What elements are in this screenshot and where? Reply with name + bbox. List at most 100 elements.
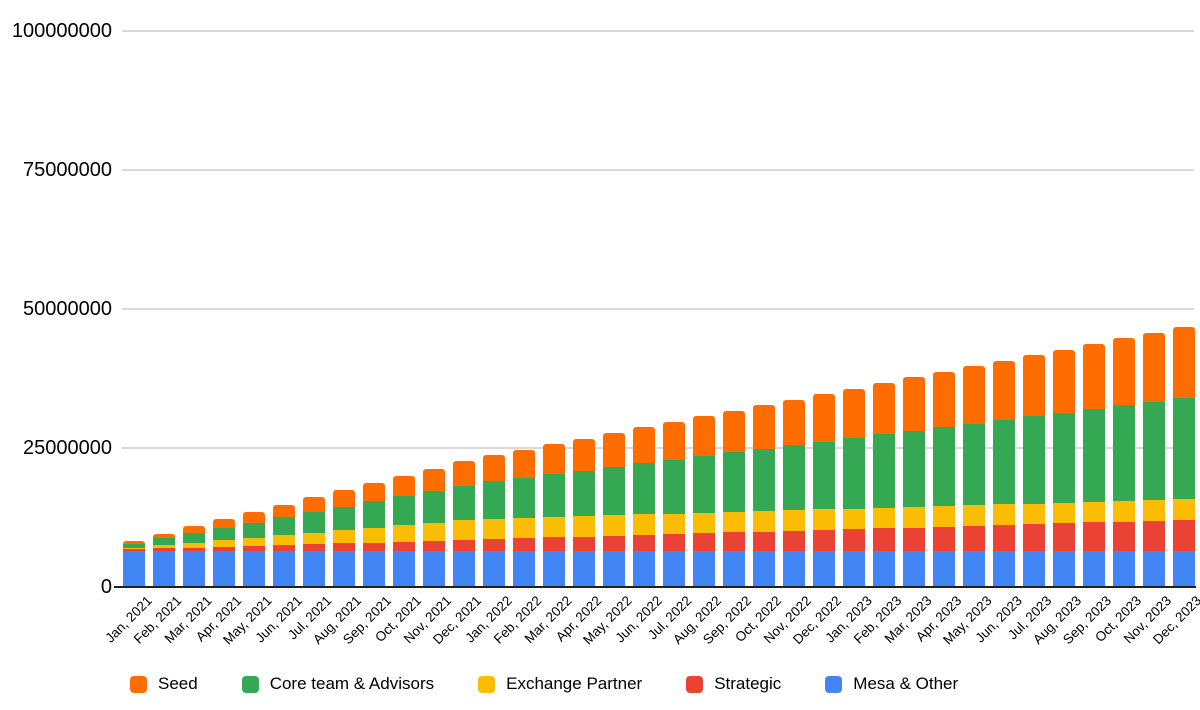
bar-segment-core-team-advisors-jul-2022[interactable] xyxy=(663,459,685,514)
bar-segment-core-team-advisors-jun-2022[interactable] xyxy=(633,463,655,515)
bar-segment-core-team-advisors-may-2023[interactable] xyxy=(963,423,985,506)
bar-segment-seed-feb-2022[interactable] xyxy=(513,449,535,478)
bar-segment-strategic-dec-2022[interactable] xyxy=(813,530,835,551)
bar-segment-mesa-other-oct-2023[interactable] xyxy=(1113,550,1135,587)
bar-segment-exchange-partner-sep-2021[interactable] xyxy=(363,527,385,543)
bar-segment-exchange-partner-nov-2021[interactable] xyxy=(423,522,445,541)
bar-segment-exchange-partner-feb-2021[interactable] xyxy=(153,545,175,549)
bar-segment-strategic-dec-2021[interactable] xyxy=(453,540,475,551)
bar-segment-exchange-partner-oct-2022[interactable] xyxy=(753,511,775,532)
bar-segment-seed-jan-2022[interactable] xyxy=(483,455,505,482)
bar-segment-seed-aug-2022[interactable] xyxy=(693,416,715,457)
bar-segment-core-team-advisors-dec-2022[interactable] xyxy=(813,441,835,510)
bar-segment-core-team-advisors-jan-2021[interactable] xyxy=(123,543,145,548)
bar-segment-seed-dec-2021[interactable] xyxy=(453,461,475,486)
bar-segment-seed-feb-2023[interactable] xyxy=(873,382,895,435)
bar-segment-mesa-other-jan-2022[interactable] xyxy=(483,550,505,587)
bar-segment-seed-jul-2023[interactable] xyxy=(1023,355,1045,417)
bar-segment-strategic-mar-2023[interactable] xyxy=(903,527,925,551)
bar-segment-strategic-may-2021[interactable] xyxy=(243,545,265,551)
bar-feb-2022[interactable] xyxy=(513,449,535,587)
bar-nov-2021[interactable] xyxy=(423,468,445,587)
bar-segment-exchange-partner-apr-2023[interactable] xyxy=(933,506,955,527)
bar-segment-strategic-nov-2022[interactable] xyxy=(783,530,805,551)
bar-sep-2023[interactable] xyxy=(1083,344,1105,587)
bar-segment-core-team-advisors-nov-2021[interactable] xyxy=(423,490,445,523)
bar-segment-core-team-advisors-nov-2023[interactable] xyxy=(1143,401,1165,501)
bar-segment-strategic-jan-2021[interactable] xyxy=(123,549,145,551)
bar-segment-strategic-apr-2021[interactable] xyxy=(213,546,235,551)
bar-segment-core-team-advisors-dec-2021[interactable] xyxy=(453,485,475,520)
bar-sep-2022[interactable] xyxy=(723,410,745,587)
bar-sep-2021[interactable] xyxy=(363,483,385,587)
bar-segment-mesa-other-jul-2023[interactable] xyxy=(1023,550,1045,587)
bar-segment-seed-sep-2023[interactable] xyxy=(1083,344,1105,410)
bar-segment-mesa-other-oct-2021[interactable] xyxy=(393,550,415,587)
bar-segment-seed-jun-2023[interactable] xyxy=(993,360,1015,420)
bar-segment-mesa-other-dec-2022[interactable] xyxy=(813,550,835,587)
bar-dec-2021[interactable] xyxy=(453,461,475,587)
bar-segment-strategic-aug-2022[interactable] xyxy=(693,533,715,551)
bar-segment-mesa-other-jul-2022[interactable] xyxy=(663,550,685,587)
bar-segment-mesa-other-nov-2022[interactable] xyxy=(783,550,805,587)
bar-segment-exchange-partner-apr-2022[interactable] xyxy=(573,516,595,537)
bar-segment-exchange-partner-dec-2022[interactable] xyxy=(813,509,835,530)
bar-segment-core-team-advisors-feb-2022[interactable] xyxy=(513,477,535,518)
bar-segment-mesa-other-may-2023[interactable] xyxy=(963,550,985,587)
bar-segment-strategic-oct-2021[interactable] xyxy=(393,541,415,551)
bar-segment-core-team-advisors-jun-2021[interactable] xyxy=(273,517,295,535)
bar-segment-core-team-advisors-sep-2021[interactable] xyxy=(363,501,385,528)
bar-segment-strategic-apr-2023[interactable] xyxy=(933,526,955,551)
bar-segment-mesa-other-apr-2021[interactable] xyxy=(213,550,235,587)
bar-segment-core-team-advisors-apr-2023[interactable] xyxy=(933,427,955,507)
bar-segment-strategic-sep-2021[interactable] xyxy=(363,542,385,551)
bar-segment-seed-may-2022[interactable] xyxy=(603,433,625,467)
bar-may-2023[interactable] xyxy=(963,366,985,587)
bar-segment-seed-dec-2022[interactable] xyxy=(813,394,835,442)
bar-segment-core-team-advisors-oct-2022[interactable] xyxy=(753,448,775,512)
bar-segment-exchange-partner-dec-2021[interactable] xyxy=(453,520,475,541)
bar-segment-mesa-other-apr-2022[interactable] xyxy=(573,550,595,587)
bar-jan-2022[interactable] xyxy=(483,455,505,587)
bar-segment-strategic-jun-2021[interactable] xyxy=(273,545,295,551)
bar-segment-exchange-partner-jun-2023[interactable] xyxy=(993,504,1015,525)
bar-jun-2021[interactable] xyxy=(273,504,295,587)
bar-segment-core-team-advisors-jan-2022[interactable] xyxy=(483,481,505,519)
bar-segment-exchange-partner-aug-2021[interactable] xyxy=(333,530,355,544)
bar-segment-exchange-partner-aug-2023[interactable] xyxy=(1053,502,1075,524)
bar-nov-2023[interactable] xyxy=(1143,332,1165,587)
bar-segment-mesa-other-aug-2023[interactable] xyxy=(1053,550,1075,587)
bar-segment-exchange-partner-feb-2022[interactable] xyxy=(513,517,535,539)
bar-segment-seed-jul-2022[interactable] xyxy=(663,421,685,460)
bar-segment-seed-apr-2022[interactable] xyxy=(573,438,595,471)
bar-segment-exchange-partner-mar-2022[interactable] xyxy=(543,516,565,538)
bar-segment-strategic-may-2022[interactable] xyxy=(603,535,625,551)
bar-segment-mesa-other-may-2022[interactable] xyxy=(603,550,625,587)
bar-segment-mesa-other-mar-2022[interactable] xyxy=(543,550,565,587)
bar-segment-core-team-advisors-aug-2023[interactable] xyxy=(1053,412,1075,503)
bar-segment-exchange-partner-jul-2023[interactable] xyxy=(1023,503,1045,525)
bar-segment-exchange-partner-sep-2022[interactable] xyxy=(723,511,745,533)
bar-segment-strategic-jul-2021[interactable] xyxy=(303,544,325,551)
bar-segment-mesa-other-mar-2021[interactable] xyxy=(183,550,205,587)
bar-dec-2023[interactable] xyxy=(1173,327,1195,587)
bar-segment-strategic-mar-2022[interactable] xyxy=(543,537,565,551)
bar-segment-mesa-other-nov-2023[interactable] xyxy=(1143,550,1165,587)
bar-segment-core-team-advisors-oct-2023[interactable] xyxy=(1113,405,1135,502)
bar-segment-core-team-advisors-aug-2022[interactable] xyxy=(693,456,715,513)
bar-segment-core-team-advisors-nov-2022[interactable] xyxy=(783,445,805,511)
bar-segment-mesa-other-jun-2021[interactable] xyxy=(273,550,295,587)
bar-segment-mesa-other-sep-2021[interactable] xyxy=(363,550,385,587)
bar-may-2022[interactable] xyxy=(603,433,625,587)
bar-segment-seed-mar-2022[interactable] xyxy=(543,444,565,475)
bar-segment-seed-oct-2023[interactable] xyxy=(1113,338,1135,406)
bar-segment-exchange-partner-jan-2021[interactable] xyxy=(123,547,145,550)
bar-segment-mesa-other-aug-2022[interactable] xyxy=(693,550,715,587)
bar-segment-strategic-jan-2023[interactable] xyxy=(843,529,865,551)
bar-segment-seed-mar-2021[interactable] xyxy=(183,526,205,534)
bar-segment-strategic-dec-2023[interactable] xyxy=(1173,519,1195,551)
bar-segment-seed-nov-2022[interactable] xyxy=(783,399,805,446)
bar-segment-exchange-partner-oct-2023[interactable] xyxy=(1113,501,1135,522)
bar-segment-core-team-advisors-sep-2022[interactable] xyxy=(723,452,745,512)
bar-mar-2023[interactable] xyxy=(903,377,925,587)
